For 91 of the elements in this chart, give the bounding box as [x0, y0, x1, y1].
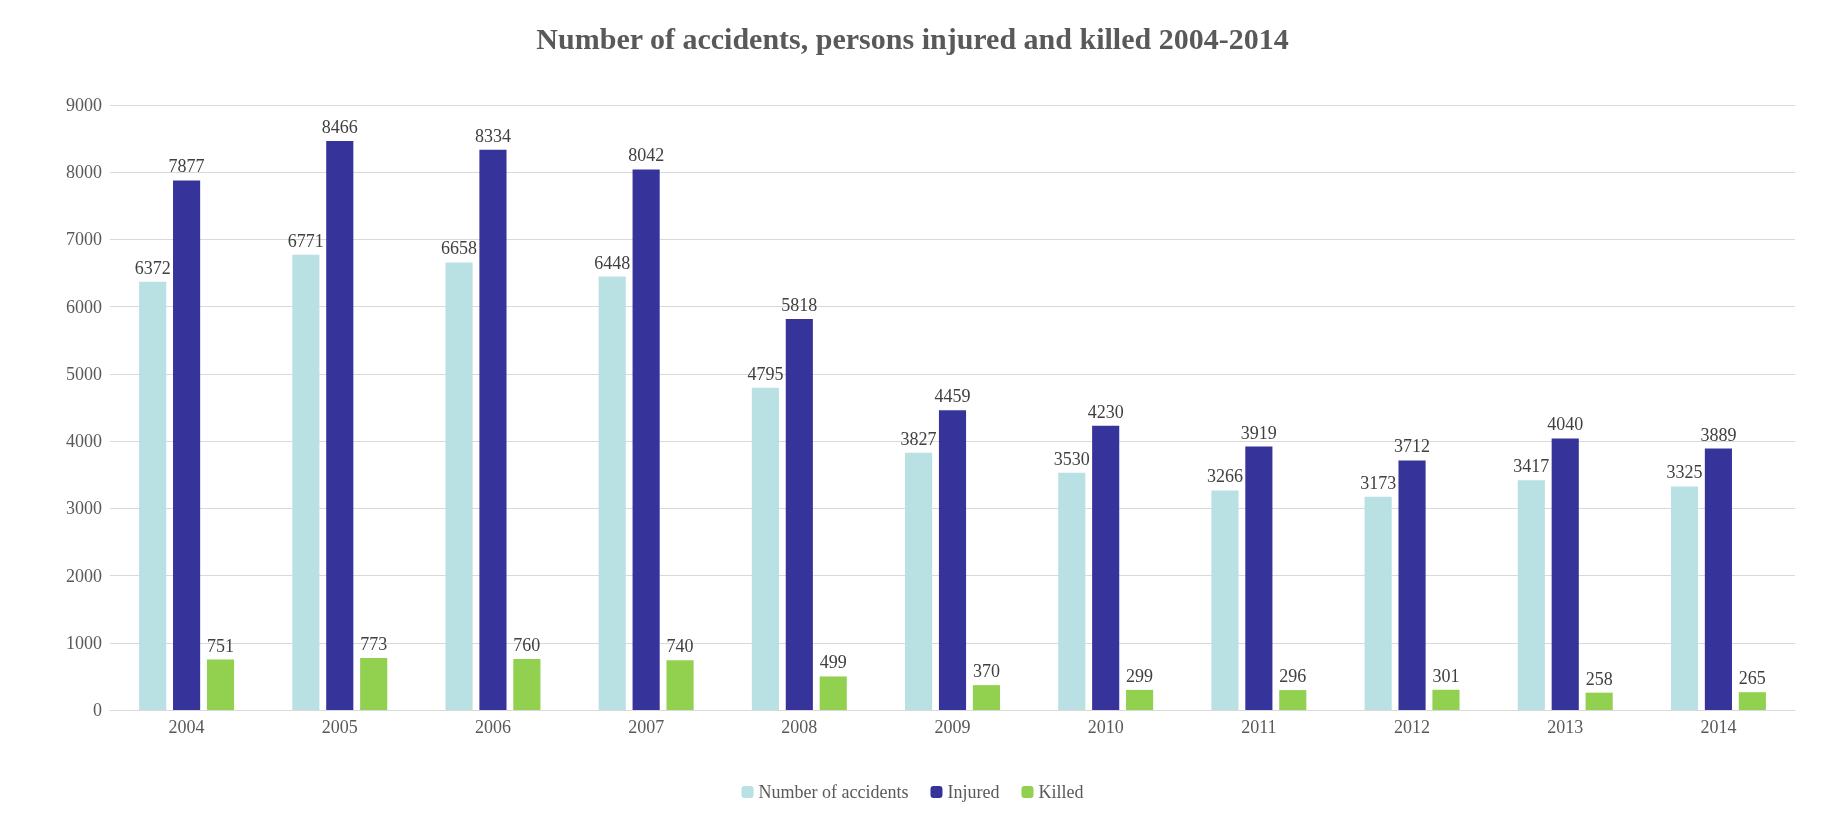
x-tick-label: 2012 [1394, 717, 1431, 737]
bar [785, 318, 813, 710]
bar [173, 180, 201, 710]
bar [598, 276, 626, 710]
bar [1058, 472, 1086, 710]
bar [1432, 689, 1460, 710]
chart-title: Number of accidents, persons injured and killed 2004-2014 [536, 21, 1289, 55]
bar [1279, 690, 1307, 710]
bar [206, 659, 235, 710]
data-label: 370 [972, 661, 1000, 682]
data-label: 5818 [781, 294, 818, 315]
data-label: 3325 [1666, 462, 1703, 483]
data-label: 740 [666, 636, 694, 657]
bar [819, 676, 847, 710]
data-label: 3530 [1053, 448, 1090, 469]
data-label: 8466 [321, 116, 358, 137]
x-tick-label: 2008 [781, 717, 818, 737]
data-label: 499 [819, 652, 847, 673]
x-tick-label: 2014 [1700, 717, 1737, 737]
bar [1364, 496, 1392, 710]
data-label: 6658 [441, 238, 478, 259]
bar [1211, 490, 1239, 710]
y-tick-label: 1000 [66, 632, 102, 653]
bar [1126, 689, 1154, 710]
y-tick-label: 2000 [66, 565, 102, 586]
y-tick-label: 3000 [66, 498, 102, 519]
x-tick-label: 2011 [1241, 717, 1277, 737]
bar [632, 169, 660, 710]
data-label: 3712 [1394, 436, 1431, 457]
bar [751, 387, 779, 710]
data-label: 4795 [747, 363, 784, 384]
y-tick-label: 9000 [66, 95, 102, 115]
legend-label: Killed [1038, 782, 1084, 802]
data-label: 4040 [1547, 414, 1584, 435]
data-label: 265 [1738, 668, 1766, 689]
bar [1551, 438, 1579, 710]
bar [513, 658, 541, 710]
bar [1092, 425, 1120, 710]
bar [139, 281, 167, 710]
data-label: 301 [1432, 665, 1460, 686]
data-label: 3889 [1700, 424, 1737, 445]
bar [666, 660, 694, 710]
data-label: 4230 [1087, 401, 1124, 422]
x-tick-label: 2005 [321, 717, 358, 737]
y-tick-label: 0 [93, 700, 102, 720]
bar [1704, 448, 1732, 710]
data-label: 258 [1585, 668, 1613, 689]
data-label: 760 [513, 634, 541, 655]
y-tick-label: 6000 [66, 296, 102, 317]
data-label: 3919 [1240, 422, 1277, 443]
x-tick-label: 2009 [934, 717, 971, 737]
data-label: 8334 [474, 125, 511, 146]
bar [1517, 480, 1545, 710]
data-label: 3266 [1206, 466, 1243, 487]
data-label: 6372 [134, 257, 171, 278]
legend-label: Injured [947, 782, 1000, 802]
y-tick-label: 7000 [66, 229, 102, 250]
bar [360, 658, 388, 710]
bar [445, 262, 473, 710]
data-label: 6448 [594, 252, 631, 273]
bar [479, 149, 507, 710]
x-tick-label: 2013 [1547, 717, 1584, 737]
y-tick-label: 8000 [66, 162, 102, 183]
data-label: 3827 [900, 428, 937, 449]
data-label: 751 [207, 635, 235, 656]
data-label: 3417 [1513, 456, 1550, 477]
bar [1738, 692, 1766, 710]
x-tick-label: 2006 [474, 717, 511, 737]
data-label: 8042 [628, 145, 665, 166]
y-tick-label: 5000 [66, 363, 102, 384]
bar [938, 410, 967, 710]
data-label: 299 [1126, 665, 1154, 686]
data-label: 7877 [168, 156, 205, 177]
bar [1245, 446, 1273, 710]
y-tick-label: 4000 [66, 431, 102, 452]
bar [1585, 692, 1613, 710]
bar [1398, 460, 1426, 710]
x-tick-label: 2007 [628, 717, 665, 737]
x-tick-label: 2004 [168, 717, 205, 737]
data-label: 296 [1279, 666, 1307, 687]
x-tick-label: 2010 [1087, 717, 1124, 737]
bar [1670, 486, 1699, 710]
bar [292, 254, 320, 710]
data-label: 3173 [1360, 472, 1397, 493]
bar [905, 452, 933, 710]
bar [972, 685, 1000, 710]
data-label: 773 [360, 634, 388, 655]
data-label: 4459 [934, 386, 971, 407]
legend-label: Number of accidents [758, 782, 909, 802]
data-label: 6771 [287, 230, 324, 251]
bar [326, 140, 354, 710]
